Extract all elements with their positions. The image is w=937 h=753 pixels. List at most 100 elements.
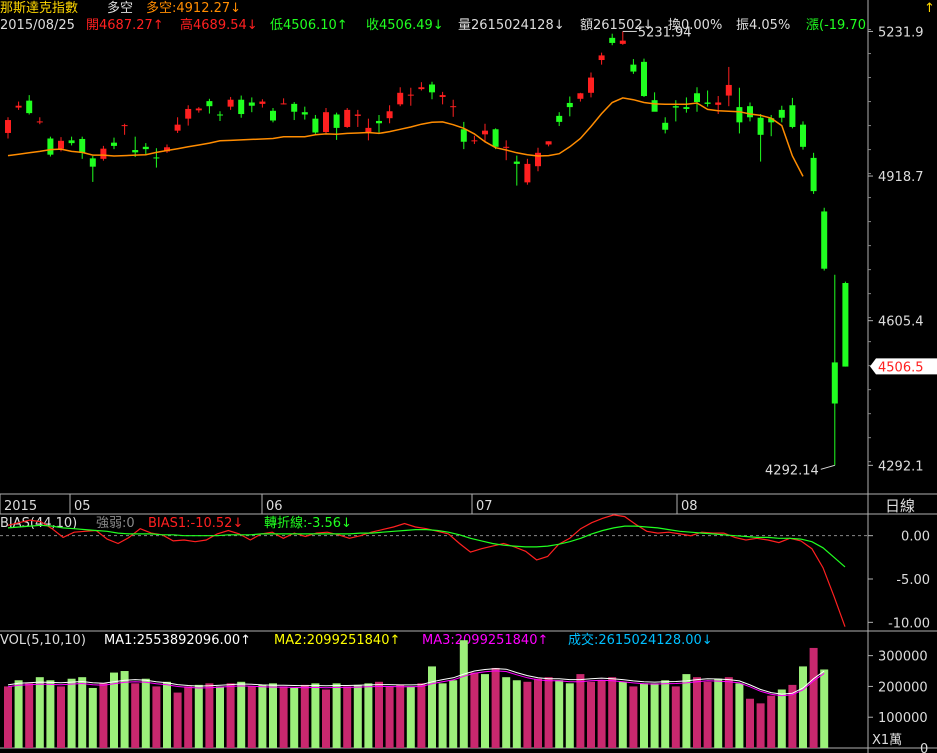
volume-bar [99,683,108,748]
volume-bar [650,683,659,748]
candle-body [630,64,637,72]
candle-body [429,84,435,93]
volume-bar [788,684,797,748]
candle-body [651,100,658,112]
last-price-tag [870,358,937,375]
candle-body [153,157,160,159]
volume-bar [693,677,701,748]
candle-body [185,108,192,119]
candle-body [598,55,605,61]
volume-bar [629,686,638,748]
bias-y-label: -5.00 [896,573,930,588]
low-value: 低4506.10↑ [270,18,348,33]
volume-bar [555,680,564,748]
x-tick-label: 06 [266,499,283,514]
vol-y-label: 100000 [878,711,928,726]
volume-bar [724,677,733,748]
bias-series-line [7,524,846,568]
candle-body [344,109,351,127]
candle-body [270,110,276,121]
volume-bar [714,678,723,748]
change-value: 漲(-19.70 [806,18,866,33]
period-label[interactable]: 日線 [885,497,916,515]
candle-body [535,152,541,167]
candle-body [386,111,393,119]
candle-body [577,93,584,99]
candle-body [280,103,287,105]
vol-y-label: 200000 [878,680,928,695]
candle-body [365,127,372,133]
y-tick-label: 4292.1 [878,459,924,474]
candle-body [662,122,669,130]
candle-body [5,120,11,133]
volume-bar [131,683,140,748]
candle-body [778,109,785,118]
mode-label[interactable]: 多空 [107,1,134,16]
candle-body [831,362,838,404]
volume-bar [534,678,542,748]
y-tick-label: 4918.7 [878,170,924,185]
volume-bar [587,681,595,748]
volume-bar [269,683,277,748]
candle-body [301,112,308,115]
candle-body [556,115,563,122]
candle-body [418,87,425,90]
candle-body [683,107,690,109]
volume-bar [671,686,680,748]
close-value: 收4506.49↓ [366,18,444,33]
volume-bar [682,674,691,748]
last-price-label: 4506.5 [878,360,924,375]
turnover-value: 換0.00% [668,18,723,33]
volume-bar [279,686,288,748]
bias-strength: 強弱:0 [96,516,135,531]
candle-body [174,124,181,131]
bias-y-label: 0.00 [901,530,930,545]
x-tick-label: 08 [681,499,698,514]
candle-body [503,146,510,148]
candle-body [704,102,711,104]
candle-body [312,118,319,133]
open-value: 開4687.27↑ [86,18,164,33]
volume-bar [544,677,553,748]
volume-bar [247,686,256,748]
vol-y-label: 0 [920,742,928,753]
volume-bar [735,683,744,748]
candle-body [206,101,213,107]
candle-body [227,99,234,107]
ma-line [7,97,804,177]
candle-body [164,147,170,152]
candle-body [323,112,329,133]
volume-bar [756,703,765,748]
volume-bar [597,680,606,748]
volume-bar [767,695,776,748]
volume-bar [565,683,574,748]
volume-bar [470,672,479,748]
vol-indicator-name[interactable]: VOL(5,10,10) [0,633,86,648]
volume-bar [491,667,500,748]
candle-body [397,92,404,105]
candle-body [821,211,828,269]
volume-bar [608,677,617,748]
candle-body [15,105,22,108]
volume-bar [777,689,786,748]
volume-bar [25,683,34,748]
volume-bar [4,686,12,748]
volume-bar [205,683,214,748]
volume-bar [375,681,383,748]
volume-bar [141,678,150,748]
candle-body [800,124,806,147]
candle-body [121,125,128,127]
candle-body [376,120,382,124]
candle-body [715,102,722,105]
candle-body [132,150,139,153]
volume-bar [216,686,224,748]
volume-bar [576,674,585,748]
candle-body [354,114,361,116]
candle-body [68,140,75,144]
vol-ma2-value: MA2:2099251840↑ [274,633,401,648]
scroll-up-arrow-icon[interactable]: ↑ [924,1,935,16]
candle-body [460,129,467,142]
volume-bar [703,681,712,748]
candle-body [789,105,796,127]
